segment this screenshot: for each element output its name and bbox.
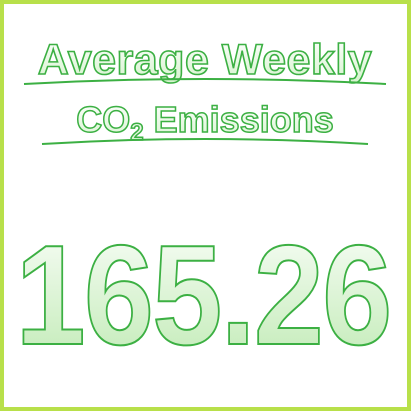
title-line-1: Average Weekly [38, 36, 372, 84]
emissions-graphic: Average Weekly CO2 Emissions 165.26 [15, 35, 394, 376]
title-line-2: CO2 Emissions [76, 99, 333, 146]
title-underline-1 [23, 78, 387, 85]
emissions-label: Emissions [144, 99, 334, 140]
emissions-value: 165.26 [16, 216, 391, 375]
co2-subscript: 2 [130, 119, 143, 146]
title-underline-2 [41, 138, 369, 145]
co2-label: CO [76, 99, 130, 140]
